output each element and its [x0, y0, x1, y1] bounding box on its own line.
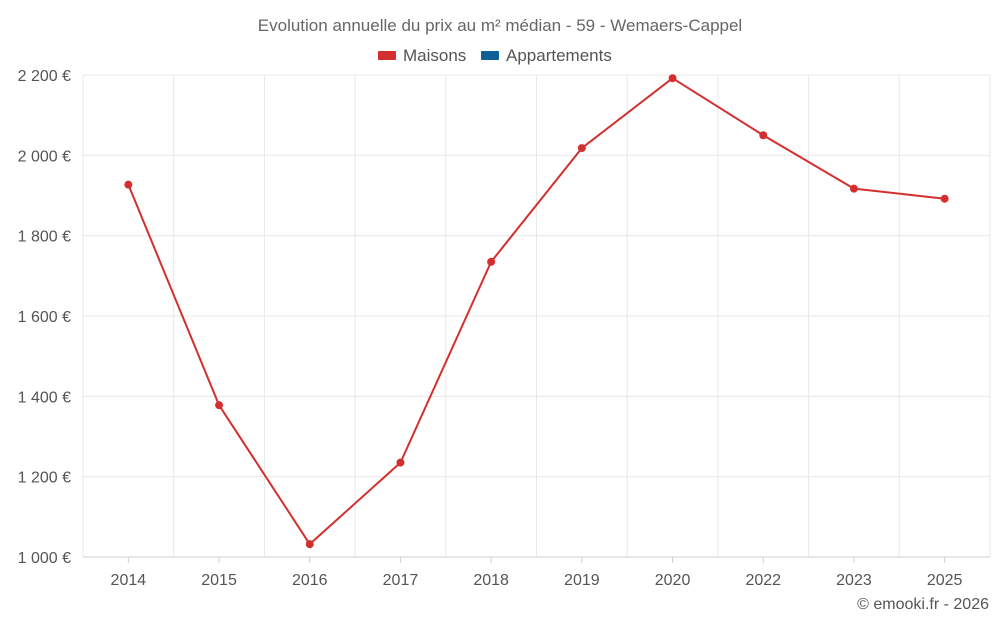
legend-item-appartements[interactable]: Appartements	[481, 46, 612, 65]
data-point-maisons[interactable]	[759, 131, 768, 140]
x-tick-label: 2016	[292, 572, 328, 589]
series-line-maisons	[127, 77, 945, 546]
x-tick-label: 2015	[201, 572, 237, 589]
data-point-maisons[interactable]	[305, 540, 314, 549]
series-maisons	[124, 74, 949, 549]
x-tick-label: 2020	[655, 572, 691, 589]
x-tick-label: 2019	[564, 572, 600, 589]
legend: Maisons Appartements	[378, 46, 612, 65]
data-point-maisons[interactable]	[577, 144, 586, 153]
data-point-maisons[interactable]	[668, 74, 677, 83]
legend-label-appartements: Appartements	[506, 46, 612, 65]
legend-swatch-maisons	[378, 51, 396, 60]
y-axis-labels: 1 000 € 1 200 € 1 400 € 1 600 € 1 800 € 2 000…	[18, 68, 71, 567]
x-tick-label: 2017	[383, 572, 419, 589]
legend-swatch-appartements	[481, 51, 499, 60]
chart-title: Evolution annuelle du prix au m² médian …	[258, 16, 742, 35]
y-tick-label: 1 400 €	[18, 389, 71, 406]
y-tick-label: 1 800 €	[18, 229, 71, 246]
x-tick-label: 2014	[111, 572, 147, 589]
data-point-maisons[interactable]	[940, 194, 949, 203]
credit-text: © emooki.fr - 2026	[857, 596, 989, 613]
x-tick-label: 2018	[473, 572, 509, 589]
y-tick-label: 1 000 €	[18, 550, 71, 567]
legend-label-maisons: Maisons	[403, 46, 466, 65]
y-tick-label: 1 200 €	[18, 470, 71, 487]
y-tick-label: 1 600 €	[18, 309, 71, 326]
data-point-maisons[interactable]	[396, 458, 405, 467]
y-tick-label: 2 000 €	[18, 148, 71, 165]
data-point-maisons[interactable]	[849, 184, 858, 193]
y-tick-label: 2 200 €	[18, 68, 71, 85]
x-gridlines	[82, 75, 991, 557]
x-axis-labels: 2014 2015 2016 2017 2018 2019 2020 2022 2023 2025	[111, 557, 963, 589]
data-point-maisons[interactable]	[215, 401, 224, 410]
x-tick-label: 2025	[927, 572, 963, 589]
data-point-maisons[interactable]	[487, 257, 496, 266]
x-tick-label: 2022	[745, 572, 781, 589]
legend-item-maisons[interactable]: Maisons	[378, 46, 466, 65]
data-point-maisons[interactable]	[124, 180, 133, 189]
x-tick-label: 2023	[836, 572, 872, 589]
